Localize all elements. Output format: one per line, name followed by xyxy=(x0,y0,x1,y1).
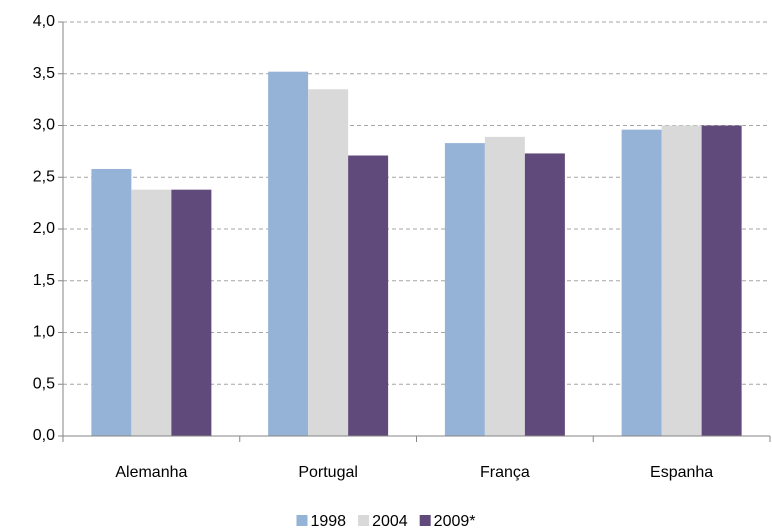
x-tick-label: Alemanha xyxy=(115,464,187,481)
bar xyxy=(348,155,389,436)
legend-label: 2004 xyxy=(372,513,408,530)
y-tick-label: 1,0 xyxy=(33,324,55,341)
y-tick-label: 3,5 xyxy=(33,65,55,82)
legend-label: 1998 xyxy=(310,513,346,530)
bar xyxy=(661,125,702,436)
bar xyxy=(171,189,212,436)
x-tick-label: Portugal xyxy=(298,464,358,481)
bar xyxy=(131,189,172,436)
y-tick-label: 0,5 xyxy=(33,375,55,392)
legend-swatch xyxy=(358,515,370,526)
bar xyxy=(701,125,742,436)
y-tick-label: 3,0 xyxy=(33,117,55,134)
bar xyxy=(444,143,485,436)
legend-label: 2009* xyxy=(434,513,476,530)
bar xyxy=(308,89,349,437)
y-tick-label: 2,0 xyxy=(33,220,55,237)
y-tick-label: 2,5 xyxy=(33,168,55,185)
x-tick-label: França xyxy=(480,464,530,481)
bar xyxy=(484,136,525,436)
legend-swatch xyxy=(296,515,308,526)
x-tick-label: Espanha xyxy=(650,464,713,481)
bar xyxy=(524,153,565,436)
y-tick-label: 0,0 xyxy=(33,427,55,444)
bar xyxy=(91,168,132,436)
bar xyxy=(621,129,662,436)
legend-swatch xyxy=(419,515,431,526)
y-tick-label: 4,0 xyxy=(33,13,55,30)
bar xyxy=(268,71,309,437)
y-tick-label: 1,5 xyxy=(33,272,55,289)
